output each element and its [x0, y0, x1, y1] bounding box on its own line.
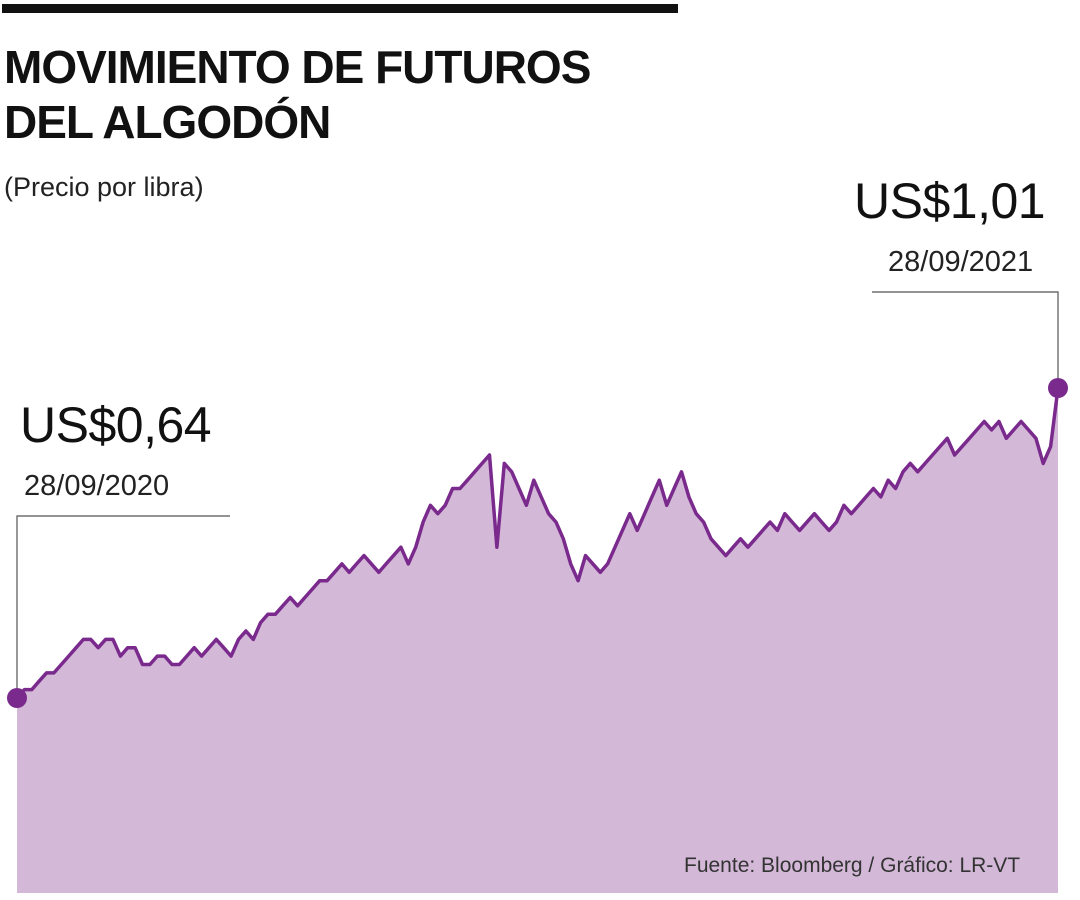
title-line-1: MOVIMIENTO DE FUTUROS	[4, 41, 591, 93]
price-line	[15, 387, 1060, 700]
title-line-2: DEL ALGODÓN	[4, 96, 331, 148]
start-point-marker	[7, 688, 27, 708]
top-rule	[2, 4, 678, 13]
chart-title: MOVIMIENTO DE FUTUROS DEL ALGODÓN	[4, 40, 591, 150]
start-value-label: US$0,64	[20, 397, 212, 453]
end-date-label: 28/09/2021	[888, 246, 1034, 278]
source-note: Fuente: Bloomberg / Gráfico: LR-VT	[684, 854, 1021, 877]
start-date-label: 28/09/2020	[24, 470, 170, 502]
area-fill	[17, 388, 1058, 893]
start-leader-line	[16, 515, 230, 688]
end-leader-line	[872, 291, 1059, 378]
chart-subtitle: (Precio por libra)	[4, 172, 204, 202]
end-point-marker	[1048, 378, 1068, 398]
end-value-label: US$1,01	[854, 173, 1046, 229]
